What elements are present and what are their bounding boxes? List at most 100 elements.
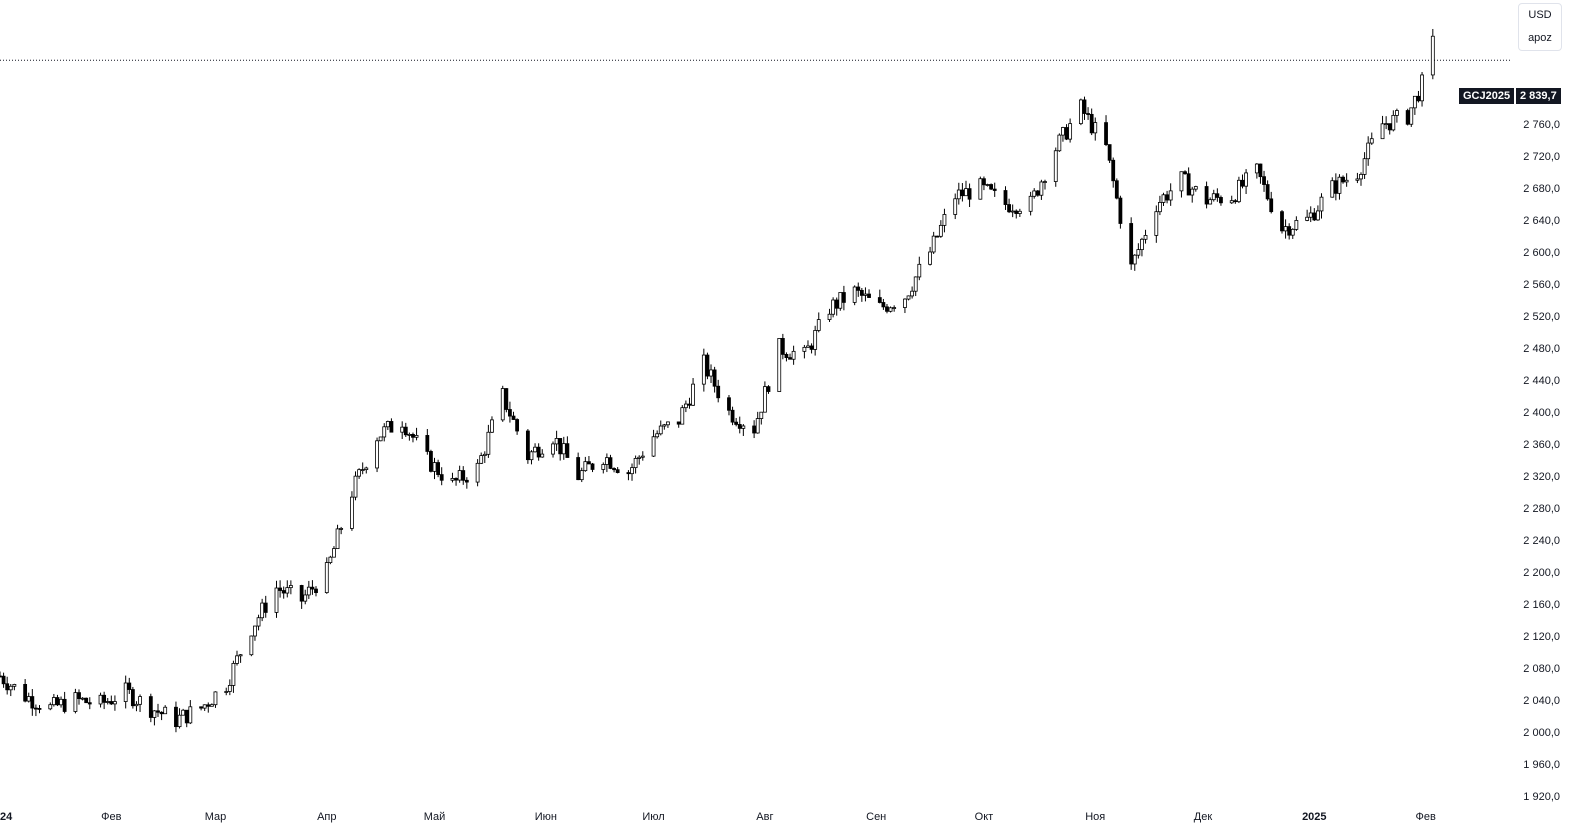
candle-body <box>1086 113 1090 115</box>
y-tick-label: 1 920,0 <box>1523 791 1560 803</box>
y-tick-label: 2 520,0 <box>1523 311 1560 323</box>
candle-body <box>59 698 63 706</box>
candle-body <box>831 299 836 315</box>
candle-body <box>838 292 843 309</box>
candle-body <box>791 350 796 360</box>
candle-body <box>1129 223 1134 265</box>
candle-body <box>1136 249 1141 256</box>
candle-body <box>910 290 915 297</box>
candle-body <box>1341 176 1345 183</box>
candle-body <box>256 617 261 627</box>
candle-body <box>353 475 358 498</box>
candle-body <box>1362 158 1367 175</box>
candle-body <box>328 556 333 563</box>
candle-body <box>1082 99 1087 114</box>
candle-body <box>1014 210 1019 214</box>
candle-body <box>1107 144 1112 161</box>
candle-body <box>633 458 638 469</box>
candle-body <box>727 397 731 411</box>
candle-body <box>1 675 6 685</box>
candle-body <box>1186 173 1191 196</box>
candle-body <box>834 299 839 309</box>
candle-body <box>1420 74 1424 102</box>
candle-body <box>425 435 430 452</box>
candle-body <box>942 214 947 226</box>
candle-body <box>583 461 588 472</box>
candle-body <box>113 701 117 705</box>
candle-body <box>1165 194 1169 201</box>
candle-body <box>612 468 616 471</box>
candle-body <box>62 698 67 712</box>
candle-body <box>414 435 419 438</box>
candle-body <box>159 711 164 715</box>
candle-body <box>1333 180 1338 194</box>
y-tick-label: 2 640,0 <box>1523 215 1560 227</box>
candle-body <box>1405 110 1410 125</box>
candle-body <box>127 682 132 690</box>
candle-body <box>429 451 433 472</box>
candle-body <box>163 706 168 715</box>
candle-body <box>105 701 110 703</box>
candle-body <box>1287 226 1292 236</box>
candle-body <box>1219 197 1223 204</box>
candle-body <box>1104 122 1108 146</box>
candle-body <box>357 469 362 477</box>
candle-body <box>206 704 211 707</box>
candle-body <box>281 590 286 594</box>
candle-body <box>525 430 530 461</box>
candle-body <box>238 654 243 657</box>
candle-body <box>378 436 383 442</box>
candle-body <box>1294 220 1299 230</box>
candle-body <box>1161 194 1166 203</box>
candle-body <box>249 635 254 656</box>
candle-body <box>37 708 42 710</box>
candle-body <box>209 704 214 707</box>
candle-body <box>12 684 17 687</box>
candle-body <box>701 354 706 385</box>
candle-body <box>130 689 135 707</box>
candle-body <box>1344 179 1349 183</box>
candle-body <box>77 692 81 699</box>
candle-body <box>680 407 685 425</box>
candle-body <box>439 474 444 481</box>
candle-body <box>1355 178 1360 181</box>
y-axis[interactable]: 1 920,0 1 960,0 2 000,0 2 040,0 2 080,0 2 120… <box>1523 23 1560 803</box>
candle-body <box>992 188 997 191</box>
x-tick-label: Авг <box>756 811 773 823</box>
candle-body <box>640 455 645 458</box>
candle-body <box>515 419 520 432</box>
x-axis[interactable]: 2024 Фев Мар Апр Май Июн Июл Авг Сен Окт Ноя Дек 202… <box>0 811 1436 823</box>
candle-body <box>1028 195 1033 212</box>
x-tick-label: Ноя <box>1085 811 1105 823</box>
candle-body <box>762 386 767 413</box>
currency-badge[interactable]: USD apoz <box>1518 3 1562 51</box>
mode-label: apoz <box>1528 32 1552 44</box>
x-tick-label: Апр <box>317 811 336 823</box>
x-tick-label: Фев <box>101 811 121 823</box>
candle-body <box>299 585 304 602</box>
candle-body <box>324 562 329 594</box>
candle-body <box>457 470 462 481</box>
candle-body <box>48 704 53 710</box>
candle-body <box>364 467 369 470</box>
candle-body <box>1290 228 1295 236</box>
candle-body <box>461 470 466 481</box>
candle-body <box>755 418 760 434</box>
candle-body <box>375 440 379 469</box>
candle-body <box>935 235 940 238</box>
y-tick-label: 1 960,0 <box>1523 759 1560 771</box>
candle-body <box>84 697 89 704</box>
x-tick-label: 2024 <box>0 811 13 823</box>
candle-body <box>188 706 193 724</box>
y-tick-label: 2 240,0 <box>1523 535 1560 547</box>
y-tick-label: 2 560,0 <box>1523 279 1560 291</box>
y-tick-label: 2 480,0 <box>1523 343 1560 355</box>
candle-body <box>540 453 545 458</box>
candle-body <box>0 675 2 678</box>
candle-body <box>1093 122 1098 134</box>
candle-body <box>288 585 293 589</box>
y-tick-label: 2 200,0 <box>1523 567 1560 579</box>
candle-body <box>109 701 114 705</box>
y-tick-label: 2 720,0 <box>1523 151 1560 163</box>
